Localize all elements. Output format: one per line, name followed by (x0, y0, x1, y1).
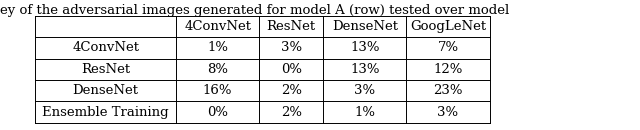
Text: 0%: 0% (207, 106, 228, 119)
Text: ey of the adversarial images generated for model A (row) tested over model: ey of the adversarial images generated f… (0, 4, 513, 17)
Text: 12%: 12% (433, 63, 463, 76)
Text: ResNet: ResNet (81, 63, 130, 76)
Text: 7%: 7% (437, 41, 459, 54)
Text: 4ConvNet: 4ConvNet (184, 20, 251, 33)
Text: 4ConvNet: 4ConvNet (72, 41, 139, 54)
Text: DenseNet: DenseNet (332, 20, 398, 33)
Text: 1%: 1% (355, 106, 375, 119)
Text: Ensemble Training: Ensemble Training (42, 106, 169, 119)
Text: GoogLeNet: GoogLeNet (410, 20, 486, 33)
Text: ResNet: ResNet (267, 20, 316, 33)
Text: 2%: 2% (281, 106, 301, 119)
Text: 3%: 3% (354, 84, 376, 97)
Text: 0%: 0% (281, 63, 301, 76)
Text: 13%: 13% (350, 63, 380, 76)
Text: 2%: 2% (281, 84, 301, 97)
Text: 8%: 8% (207, 63, 228, 76)
Text: DenseNet: DenseNet (72, 84, 139, 97)
Text: 16%: 16% (203, 84, 232, 97)
Text: 3%: 3% (437, 106, 459, 119)
Text: 23%: 23% (433, 84, 463, 97)
Text: 1%: 1% (207, 41, 228, 54)
Text: 3%: 3% (280, 41, 302, 54)
Text: 13%: 13% (350, 41, 380, 54)
